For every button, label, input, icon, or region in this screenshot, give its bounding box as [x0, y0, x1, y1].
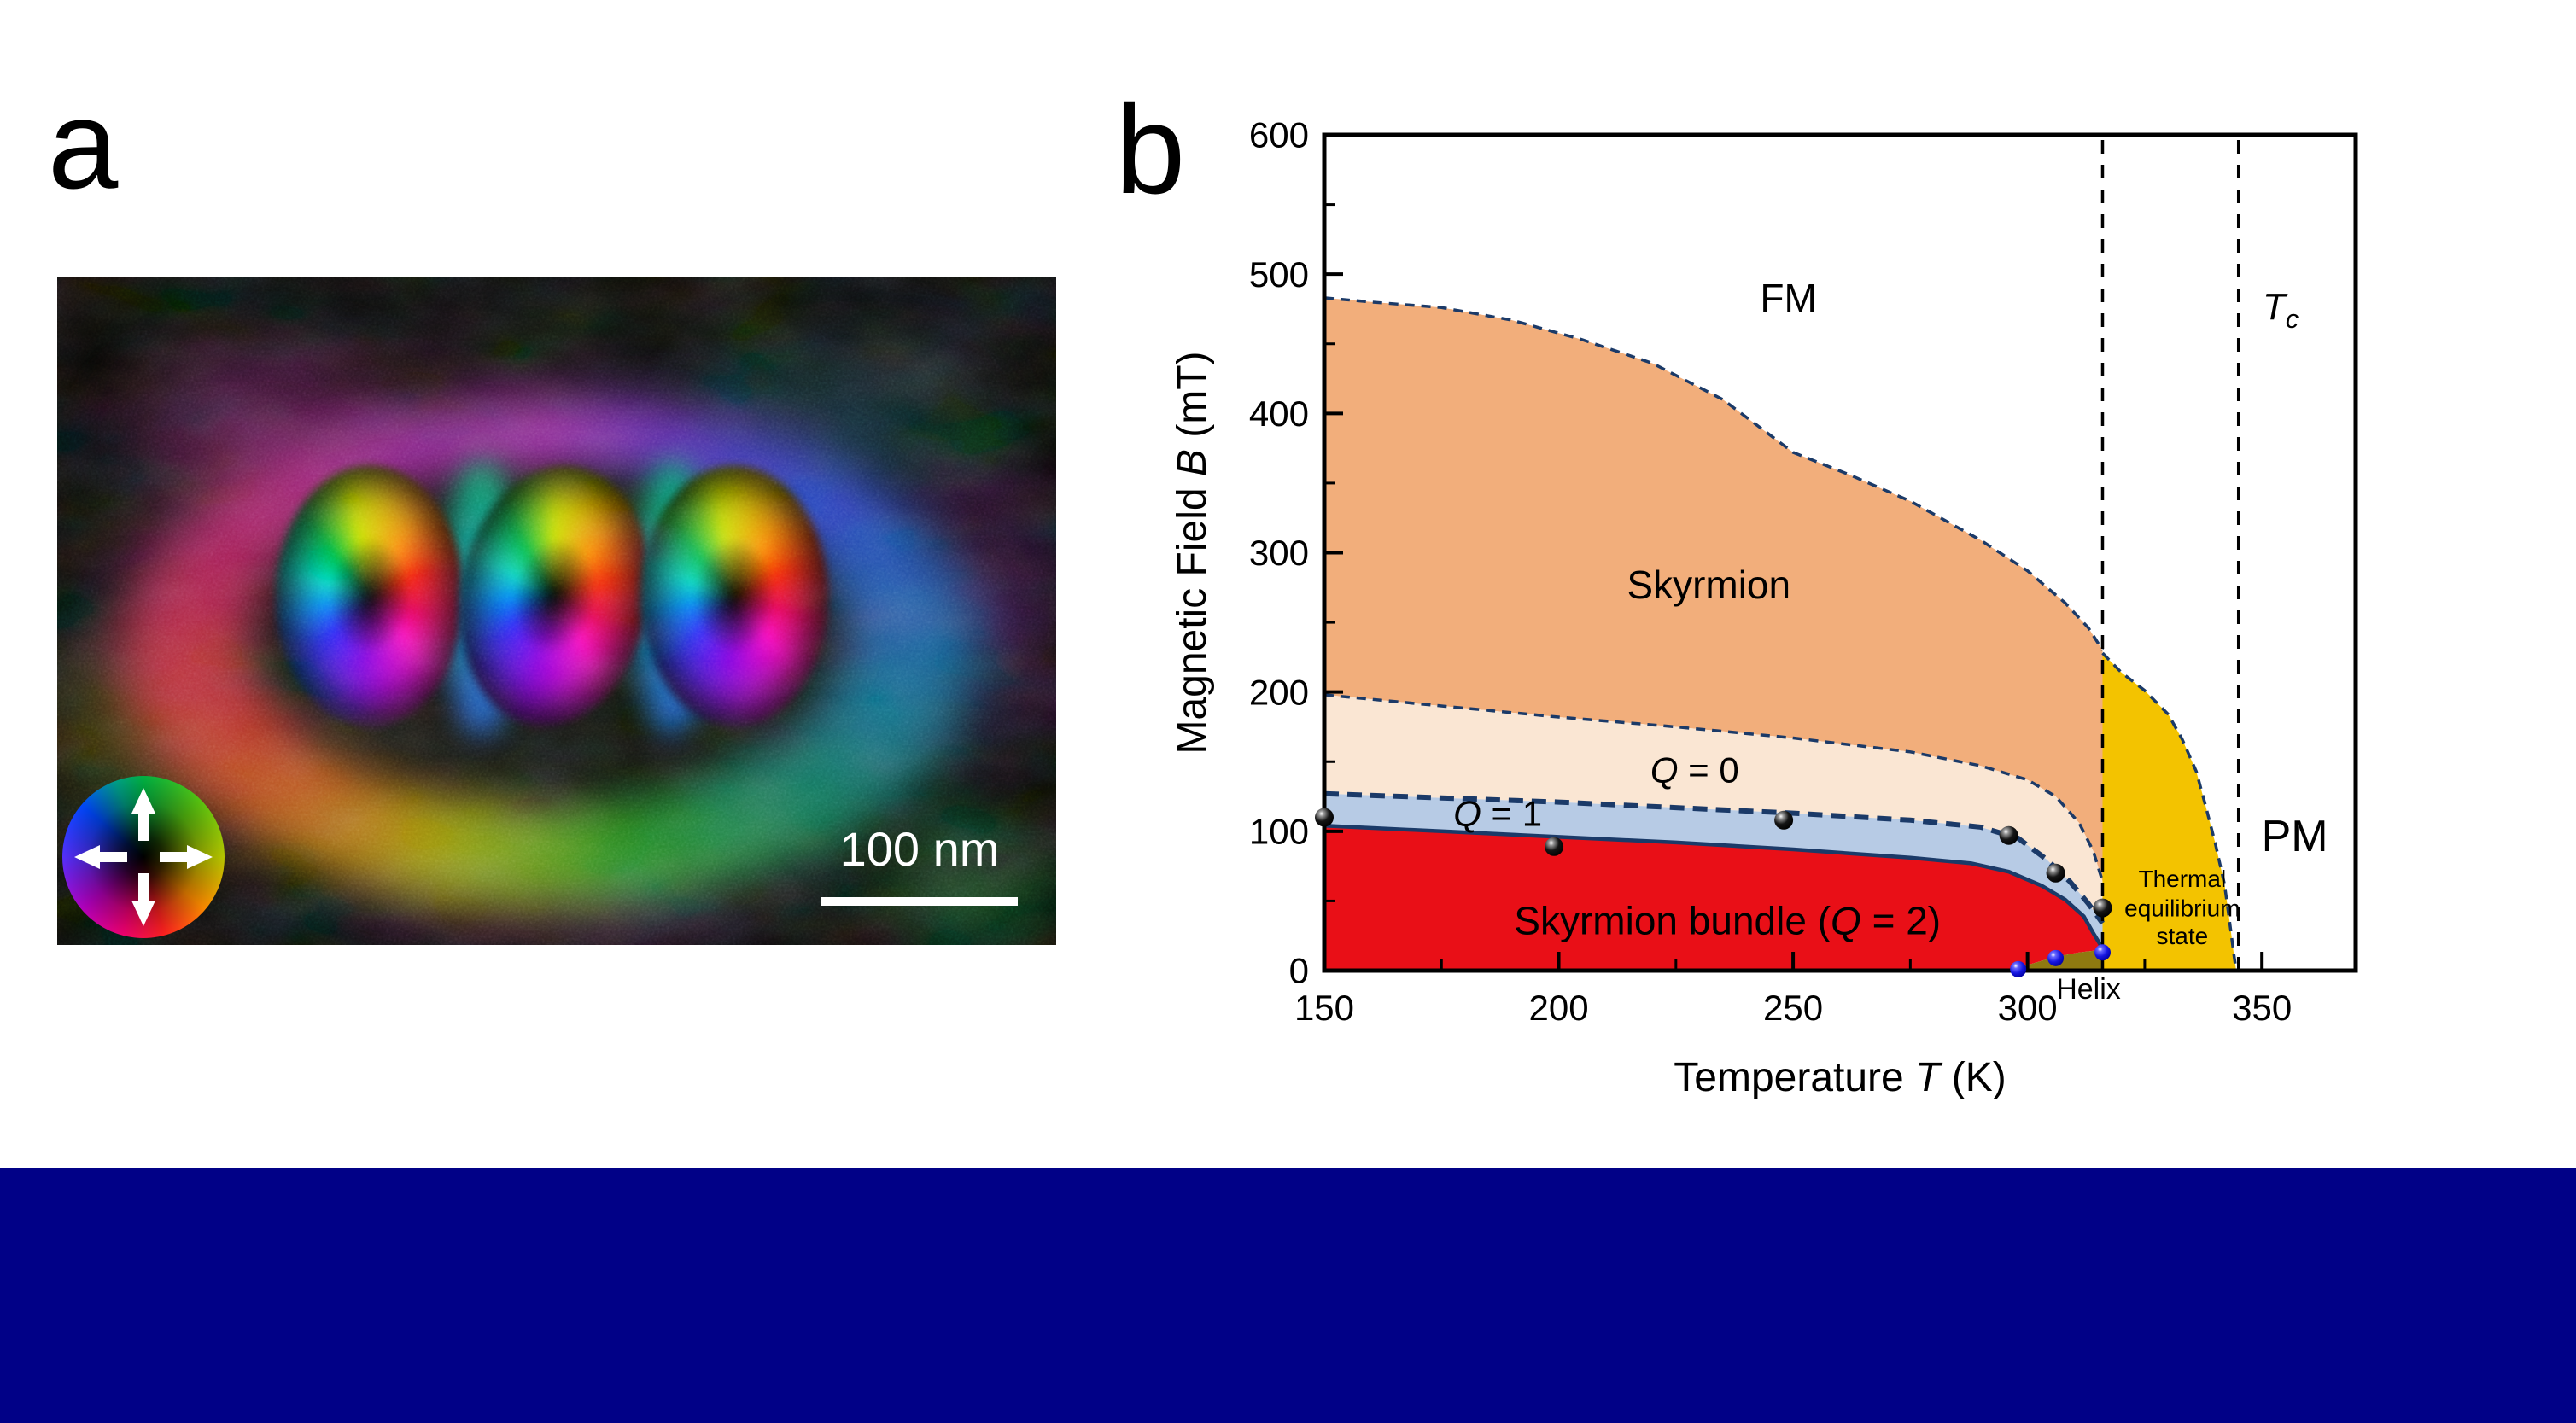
region-thermal: [2102, 653, 2236, 971]
data-point-blue: [2094, 944, 2111, 961]
region-q2: [1324, 825, 2103, 971]
boundary-q1_top: [1323, 790, 2105, 925]
boundary-q0_top: [1323, 693, 2105, 883]
data-point-black: [1545, 837, 1564, 856]
label-fm: FM: [1760, 276, 1816, 320]
arrow-down-icon: [131, 873, 155, 926]
y-tick-label: 600: [1249, 115, 1309, 155]
panel-b-label: b: [1115, 79, 1186, 220]
label-helix: Helix: [2056, 973, 2121, 1006]
x-tick-label: 250: [1763, 988, 1823, 1028]
label-pm: PM: [2262, 812, 2328, 861]
boundary-q2_top: [1323, 824, 2105, 950]
data-point-black: [1315, 808, 1334, 827]
data-point-blue: [2047, 949, 2065, 966]
data-point-black: [2093, 898, 2112, 918]
data-point-blue: [2010, 960, 2027, 977]
region-q1: [1324, 793, 2103, 948]
grain-noise-overlay: [57, 277, 1056, 945]
x-tick-label: 300: [1998, 988, 2058, 1028]
x-tick-label: 200: [1529, 988, 1589, 1028]
data-point-black: [1999, 825, 2018, 845]
panel-a-micrograph: 100 nm: [57, 277, 1056, 945]
x-tick-label: 150: [1294, 988, 1354, 1028]
y-tick-label: 300: [1249, 533, 1309, 573]
y-tick-label: 500: [1249, 254, 1309, 295]
arrow-up-icon: [131, 788, 155, 841]
label-tc: Tc: [2263, 286, 2299, 334]
boundary-skyrmion_top: [1323, 296, 2104, 651]
panel-a-label: a: [48, 74, 119, 215]
data-point-black: [2046, 863, 2065, 883]
label-skyrmion: Skyrmion: [1627, 563, 1790, 607]
y-tick-label: 400: [1249, 394, 1309, 434]
footer-band: [0, 1168, 2576, 1423]
x-axis-title: Temperature T (K): [1674, 1055, 2006, 1100]
label-bundle: Skyrmion bundle (Q = 2): [1514, 898, 1941, 942]
label-q1: Q = 1: [1453, 793, 1542, 833]
region-skyrmion: [1324, 297, 2103, 882]
data-point-black: [1774, 810, 1794, 830]
scale-bar: [821, 897, 1018, 906]
magnetization-color-wheel: [62, 776, 225, 938]
x-tick-label: 350: [2232, 988, 2292, 1028]
y-axis-title: Magnetic Field B (mT): [1170, 351, 1215, 754]
y-tick-label: 100: [1249, 812, 1309, 852]
label-thermal2: equilibrium: [2124, 895, 2240, 921]
y-tick-label: 0: [1289, 951, 1309, 991]
arrow-right-icon: [160, 845, 213, 869]
arrow-left-icon: [74, 845, 127, 869]
color-wheel-arrows: [74, 788, 213, 926]
boundary-gold_top: [2101, 651, 2238, 971]
label-thermal3: state: [2156, 923, 2208, 949]
y-tick-label: 200: [1249, 672, 1309, 712]
scale-bar-label: 100 nm: [839, 822, 1000, 876]
label-thermal1: Thermal: [2138, 866, 2226, 892]
label-q0: Q = 0: [1650, 750, 1739, 790]
